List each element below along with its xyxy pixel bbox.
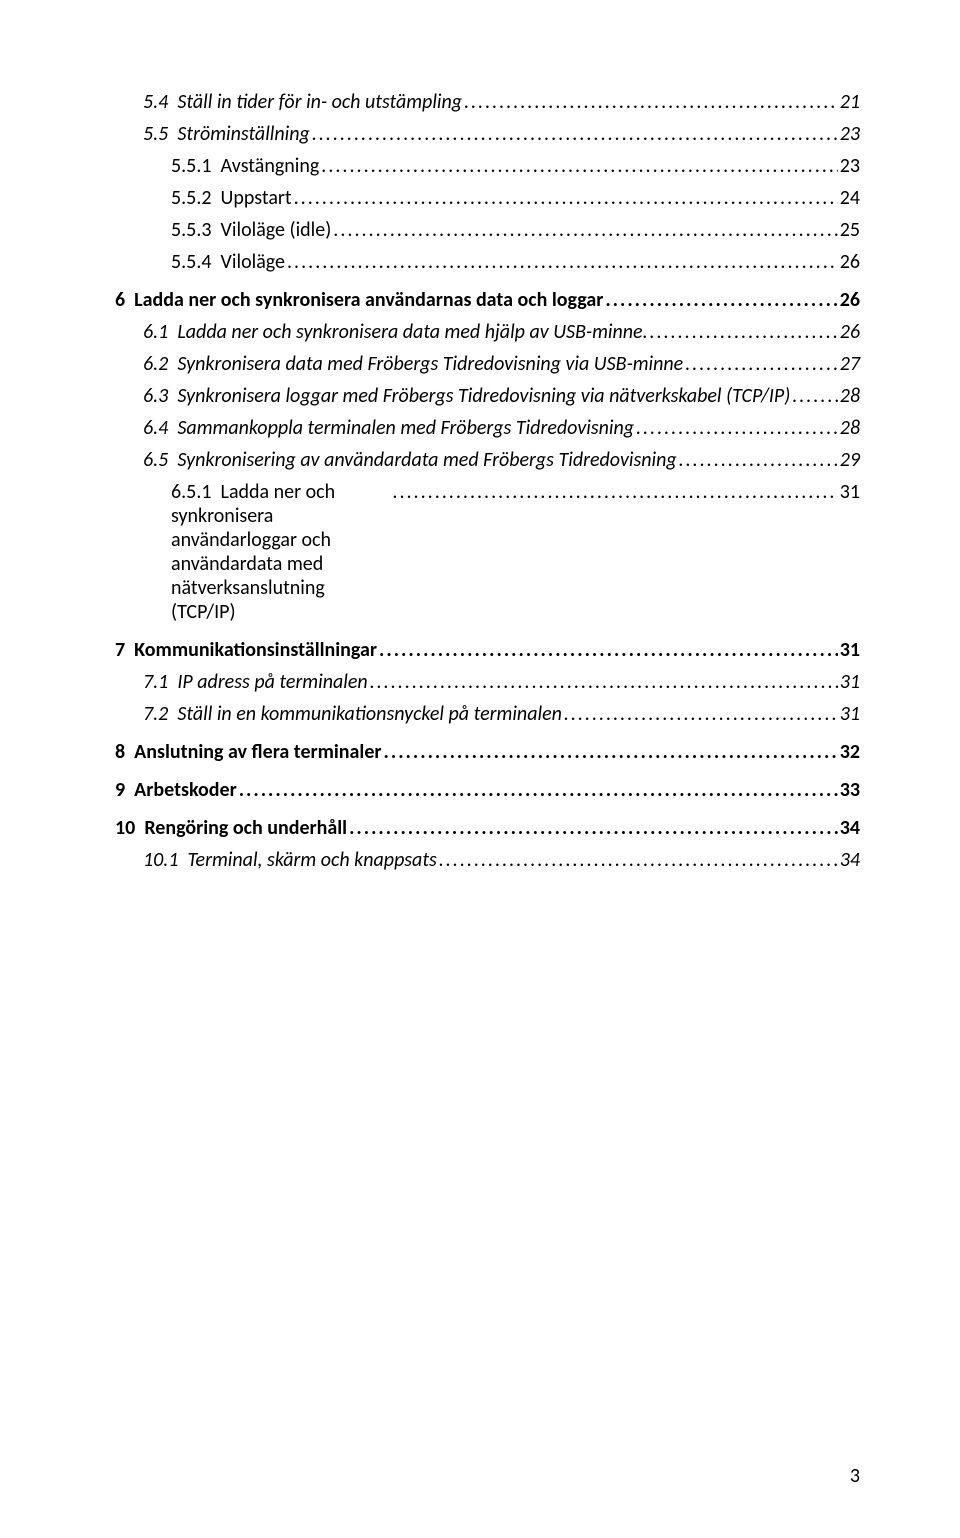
toc-page: 21 bbox=[840, 90, 860, 114]
toc-leader-dots bbox=[685, 352, 838, 376]
toc-title: 5.4 Ställ in tider för in- och utstämpli… bbox=[143, 90, 462, 114]
toc-entry: 5.5 Ströminställning 23 bbox=[143, 122, 860, 146]
toc-entry: 6.5 Synkronisering av användardata med F… bbox=[143, 448, 860, 472]
toc-leader-dots bbox=[564, 702, 838, 726]
toc-page: 34 bbox=[840, 816, 860, 840]
toc-entry: 6.5.1 Ladda ner och synkronisera använda… bbox=[171, 480, 860, 624]
toc-page: 28 bbox=[840, 384, 860, 408]
toc-entry: 7.2 Ställ in en kommunikationsnyckel på … bbox=[143, 702, 860, 726]
toc-page: 24 bbox=[840, 186, 860, 210]
toc-title: 5.5.4 Viloläge bbox=[171, 250, 285, 274]
toc-leader-dots bbox=[379, 638, 838, 662]
toc-page: 23 bbox=[840, 122, 860, 146]
toc-title: 9 Arbetskoder bbox=[115, 778, 237, 802]
toc-page: 23 bbox=[840, 154, 860, 178]
toc-page: 28 bbox=[840, 416, 860, 440]
toc-leader-dots bbox=[294, 186, 838, 210]
toc-leader-dots bbox=[439, 848, 838, 872]
toc-leader-dots bbox=[349, 816, 838, 840]
toc-page: 26 bbox=[840, 288, 860, 312]
toc-entry: 8 Anslutning av flera terminaler 32 bbox=[115, 740, 860, 764]
toc-page: 31 bbox=[840, 670, 860, 694]
toc-entry: 5.5.1 Avstängning 23 bbox=[171, 154, 860, 178]
toc-page: 31 bbox=[840, 638, 860, 662]
toc-entry: 9 Arbetskoder 33 bbox=[115, 778, 860, 802]
toc-entry: 7 Kommunikationsinställningar 31 bbox=[115, 638, 860, 662]
toc-entry: 5.5.4 Viloläge 26 bbox=[171, 250, 860, 274]
toc-page: 27 bbox=[840, 352, 860, 376]
toc-leader-dots bbox=[636, 416, 838, 440]
toc-title: 6.5 Synkronisering av användardata med F… bbox=[143, 448, 677, 472]
toc-title: 7.2 Ställ in en kommunikationsnyckel på … bbox=[143, 702, 562, 726]
toc-title: 7 Kommunikationsinställningar bbox=[115, 638, 377, 662]
toc-title: 10.1 Terminal, skärm och knappsats bbox=[143, 848, 437, 872]
toc-title: 6.5.1 Ladda ner och synkronisera använda… bbox=[171, 480, 390, 624]
toc-leader-dots bbox=[792, 384, 837, 408]
toc-entry: 6.4 Sammankoppla terminalen med Fröbergs… bbox=[143, 416, 860, 440]
toc-leader-dots bbox=[392, 480, 837, 504]
toc-entry: 6.1 Ladda ner och synkronisera data med … bbox=[143, 320, 860, 344]
toc-title: 5.5.3 Viloläge (idle) bbox=[171, 218, 331, 242]
toc-page: 25 bbox=[840, 218, 860, 242]
toc-leader-dots bbox=[239, 778, 838, 802]
toc-title: 5.5.1 Avstängning bbox=[171, 154, 319, 178]
toc-page: 32 bbox=[840, 740, 860, 764]
toc-leader-dots bbox=[464, 90, 838, 114]
toc-leader-dots bbox=[333, 218, 837, 242]
toc-leader-dots bbox=[650, 320, 838, 344]
toc-title: 5.5.2 Uppstart bbox=[171, 186, 292, 210]
table-of-contents: 5.4 Ställ in tider för in- och utstämpli… bbox=[115, 90, 860, 872]
toc-title: 6.1 Ladda ner och synkronisera data med … bbox=[143, 320, 648, 344]
toc-page: 31 bbox=[840, 702, 860, 726]
toc-page: 26 bbox=[840, 320, 860, 344]
toc-leader-dots bbox=[370, 670, 838, 694]
toc-entry: 5.5.3 Viloläge (idle) 25 bbox=[171, 218, 860, 242]
toc-leader-dots bbox=[287, 250, 838, 274]
toc-title: 6.2 Synkronisera data med Fröbergs Tidre… bbox=[143, 352, 683, 376]
toc-page: 31 bbox=[840, 480, 860, 504]
toc-title: 6.4 Sammankoppla terminalen med Fröbergs… bbox=[143, 416, 634, 440]
toc-page: 26 bbox=[840, 250, 860, 274]
toc-entry: 5.4 Ställ in tider för in- och utstämpli… bbox=[143, 90, 860, 114]
toc-page: 29 bbox=[840, 448, 860, 472]
toc-leader-dots bbox=[384, 740, 838, 764]
toc-title: 6 Ladda ner och synkronisera användarnas… bbox=[115, 288, 603, 312]
toc-entry: 7.1 IP adress på terminalen 31 bbox=[143, 670, 860, 694]
toc-page: 33 bbox=[840, 778, 860, 802]
toc-title: 5.5 Ströminställning bbox=[143, 122, 310, 146]
toc-leader-dots bbox=[679, 448, 838, 472]
toc-title: 8 Anslutning av flera terminaler bbox=[115, 740, 382, 764]
toc-entry: 6 Ladda ner och synkronisera användarnas… bbox=[115, 288, 860, 312]
toc-page: 34 bbox=[840, 848, 860, 872]
toc-entry: 10.1 Terminal, skärm och knappsats 34 bbox=[143, 848, 860, 872]
toc-entry: 6.2 Synkronisera data med Fröbergs Tidre… bbox=[143, 352, 860, 376]
page-number: 3 bbox=[850, 1464, 860, 1488]
toc-title: 10 Rengöring och underhåll bbox=[115, 816, 347, 840]
toc-title: 6.3 Synkronisera loggar med Fröbergs Tid… bbox=[143, 384, 790, 408]
toc-entry: 5.5.2 Uppstart 24 bbox=[171, 186, 860, 210]
toc-title: 7.1 IP adress på terminalen bbox=[143, 670, 368, 694]
toc-leader-dots bbox=[605, 288, 837, 312]
toc-entry: 10 Rengöring och underhåll 34 bbox=[115, 816, 860, 840]
toc-leader-dots bbox=[321, 154, 837, 178]
toc-entry: 6.3 Synkronisera loggar med Fröbergs Tid… bbox=[143, 384, 860, 408]
toc-leader-dots bbox=[312, 122, 838, 146]
page: 5.4 Ställ in tider för in- och utstämpli… bbox=[0, 0, 960, 1538]
